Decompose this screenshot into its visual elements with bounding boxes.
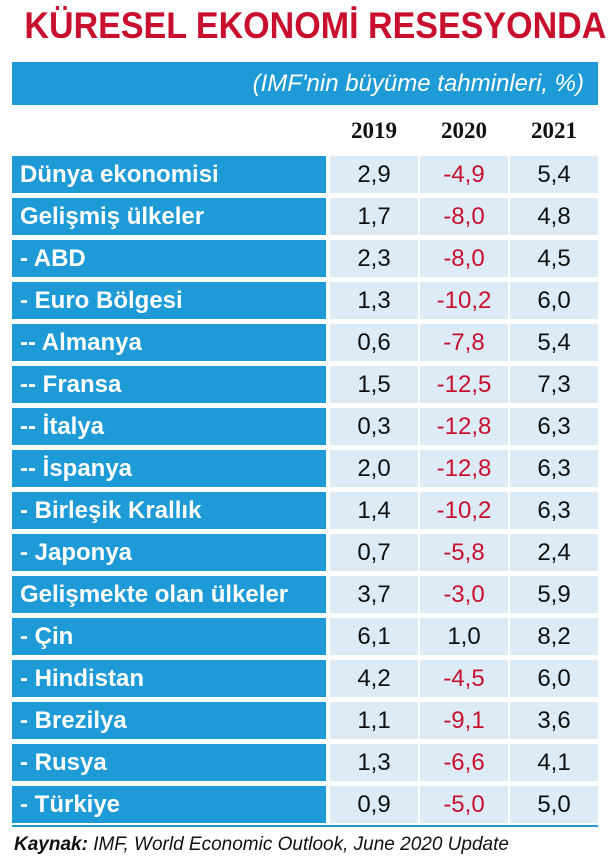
row-label: - Japonya [12,534,326,571]
table-row: Gelişmiş ülkeler 1,7 -8,0 4,8 [12,198,598,235]
value-cell-2021: 5,0 [510,786,598,823]
value-cell-2020: -5,8 [420,534,508,571]
value-cell-2021: 4,5 [510,240,598,277]
row-label: - Euro Bölgesi [12,282,326,319]
row-label: - Türkiye [12,786,326,823]
table-row: -- İtalya 0,3 -12,8 6,3 [12,408,598,445]
column-header-2021: 2021 [531,118,577,143]
value-cell-2019: 6,1 [330,618,418,655]
value-cell-2020: -7,8 [420,324,508,361]
page-title: KÜRESEL EKONOMİ RESESYONDA [24,5,607,46]
value-cell-2021: 4,8 [510,198,598,235]
value-cell-2020: -12,8 [420,408,508,445]
value-cell-2019: 0,9 [330,786,418,823]
value-cell-2020: -5,0 [420,786,508,823]
value-cell-2021: 6,0 [510,282,598,319]
value-cell-2020: -8,0 [420,240,508,277]
row-label: Gelişmiş ülkeler [12,198,326,235]
value-cell-2021: 4,1 [510,744,598,781]
value-cell-2020: -8,0 [420,198,508,235]
table-row: - Çin 6,1 1,0 8,2 [12,618,598,655]
value-cell-2019: 1,7 [330,198,418,235]
value-cell-2020: -4,9 [420,156,508,193]
row-label: - Hindistan [12,660,326,697]
table-row: Gelişmekte olan ülkeler 3,7 -3,0 5,9 [12,576,598,613]
value-cell-2019: 1,3 [330,744,418,781]
value-cell-2021: 6,0 [510,660,598,697]
table-row: - Euro Bölgesi 1,3 -10,2 6,0 [12,282,598,319]
value-cell-2020: -12,5 [420,366,508,403]
table-row: - Japonya 0,7 -5,8 2,4 [12,534,598,571]
value-cell-2019: 1,3 [330,282,418,319]
row-label: - Brezilya [12,702,326,739]
value-cell-2021: 7,3 [510,366,598,403]
table-row: -- Almanya 0,6 -7,8 5,4 [12,324,598,361]
value-cell-2021: 3,6 [510,702,598,739]
table-row: -- İspanya 2,0 -12,8 6,3 [12,450,598,487]
table-header: 2019 2020 2021 [12,111,598,151]
row-label: - Çin [12,618,326,655]
row-label: -- Fransa [12,366,326,403]
value-cell-2019: 0,7 [330,534,418,571]
value-cell-2020: -10,2 [420,282,508,319]
value-cell-2021: 6,3 [510,450,598,487]
value-cell-2020: -12,8 [420,450,508,487]
value-cell-2021: 5,9 [510,576,598,613]
value-cell-2019: 4,2 [330,660,418,697]
table-row: -- Fransa 1,5 -12,5 7,3 [12,366,598,403]
row-label: - Birleşik Krallık [12,492,326,529]
row-label: -- Almanya [12,324,326,361]
column-header-2020: 2020 [441,118,487,143]
value-cell-2020: -3,0 [420,576,508,613]
value-cell-2020: -4,5 [420,660,508,697]
value-cell-2021: 8,2 [510,618,598,655]
value-cell-2019: 3,7 [330,576,418,613]
value-cell-2020: 1,0 [420,618,508,655]
source-note: Kaynak: IMF, World Economic Outlook, Jun… [14,830,604,860]
value-cell-2020: -10,2 [420,492,508,529]
row-label: -- İspanya [12,450,326,487]
value-cell-2019: 1,1 [330,702,418,739]
subtitle-banner: (IMF'nin büyüme tahminleri, %) [12,62,598,105]
value-cell-2019: 2,3 [330,240,418,277]
table-row: - Hindistan 4,2 -4,5 6,0 [12,660,598,697]
column-header-2019: 2019 [351,118,397,143]
value-cell-2021: 5,4 [510,156,598,193]
table-row: - Rusya 1,3 -6,6 4,1 [12,744,598,781]
value-cell-2019: 0,6 [330,324,418,361]
row-label: - Rusya [12,744,326,781]
value-cell-2021: 2,4 [510,534,598,571]
value-cell-2021: 5,4 [510,324,598,361]
footer-divider [12,825,598,827]
source-text: IMF, World Economic Outlook, June 2020 U… [93,834,509,855]
value-cell-2019: 1,4 [330,492,418,529]
value-cell-2019: 1,5 [330,366,418,403]
value-cell-2019: 0,3 [330,408,418,445]
table-row: - Türkiye 0,9 -5,0 5,0 [12,786,598,823]
table-row: - ABD 2,3 -8,0 4,5 [12,240,598,277]
row-label: -- İtalya [12,408,326,445]
value-cell-2021: 6,3 [510,492,598,529]
value-cell-2020: -6,6 [420,744,508,781]
source-label: Kaynak: [14,834,88,855]
row-label: Gelişmekte olan ülkeler [12,576,326,613]
table-row: Dünya ekonomisi 2,9 -4,9 5,4 [12,156,598,193]
value-cell-2021: 6,3 [510,408,598,445]
value-cell-2019: 2,0 [330,450,418,487]
value-cell-2020: -9,1 [420,702,508,739]
row-label: - ABD [12,240,326,277]
row-label: Dünya ekonomisi [12,156,326,193]
value-cell-2019: 2,9 [330,156,418,193]
table-row: - Birleşik Krallık 1,4 -10,2 6,3 [12,492,598,529]
table-row: - Brezilya 1,1 -9,1 3,6 [12,702,598,739]
